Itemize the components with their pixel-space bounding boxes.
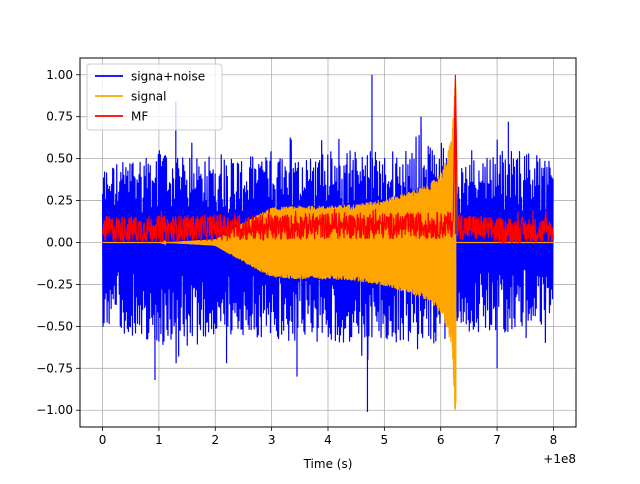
y-tick-label: −1.00 — [36, 403, 73, 417]
legend-box — [86, 63, 223, 131]
series-mf-line — [101, 74, 554, 245]
y-tick-label: −0.75 — [36, 361, 73, 375]
x-tick-label: 1 — [155, 433, 163, 447]
x-tick-label: 4 — [324, 433, 332, 447]
x-tick-label: 7 — [493, 433, 501, 447]
plot-area — [101, 74, 554, 412]
x-tick-label: 6 — [437, 433, 445, 447]
x-tick-label: 3 — [268, 433, 276, 447]
y-tick-label: 0.25 — [46, 194, 73, 208]
y-tick-label: −0.50 — [36, 319, 73, 333]
y-tick-label: −0.25 — [36, 277, 73, 291]
x-tick-label: 0 — [99, 433, 107, 447]
x-tick-label: 2 — [211, 433, 219, 447]
y-tick-label: 1.00 — [46, 68, 73, 82]
series-signa-noise-line — [101, 74, 554, 412]
legend-label: signal — [131, 90, 167, 104]
legend-label: signa+noise — [131, 70, 205, 84]
y-tick-label: 0.50 — [46, 152, 73, 166]
x-tick-label: 8 — [550, 433, 558, 447]
x-axis-offset-label: +1e8 — [543, 452, 576, 466]
x-tick-label: 5 — [381, 433, 389, 447]
axes-ticks: 0 1 2 3 4 5 6 7 8 −1.00 −0.75 −0.50 −0.25 0.00 0.25 0.5… — [36, 68, 557, 447]
y-tick-label: 0.75 — [46, 110, 73, 124]
y-tick-label: 0.00 — [46, 236, 73, 250]
legend-label: MF — [131, 110, 148, 124]
legend: signa+noise signal MF — [86, 63, 223, 131]
x-axis-label: Time (s) — [303, 457, 353, 471]
